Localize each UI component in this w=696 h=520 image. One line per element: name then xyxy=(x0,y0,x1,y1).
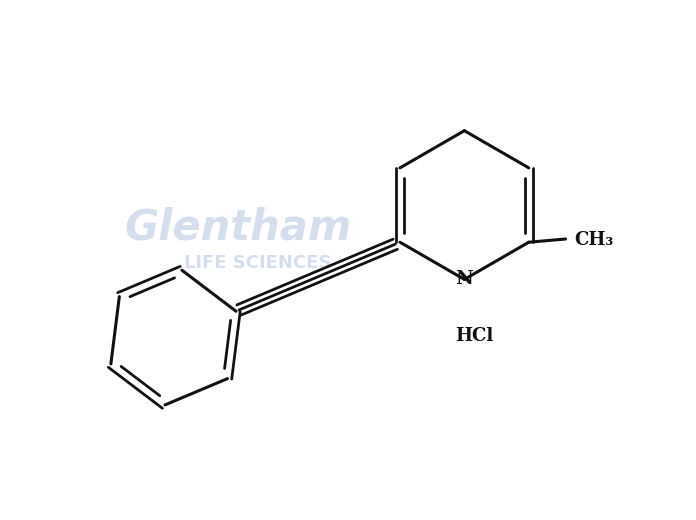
Text: CH₃: CH₃ xyxy=(574,231,613,249)
Text: N: N xyxy=(455,270,473,289)
Text: HCl: HCl xyxy=(455,327,493,345)
Text: LIFE SCIENCES: LIFE SCIENCES xyxy=(184,254,331,272)
Text: Glentham: Glentham xyxy=(125,206,351,249)
